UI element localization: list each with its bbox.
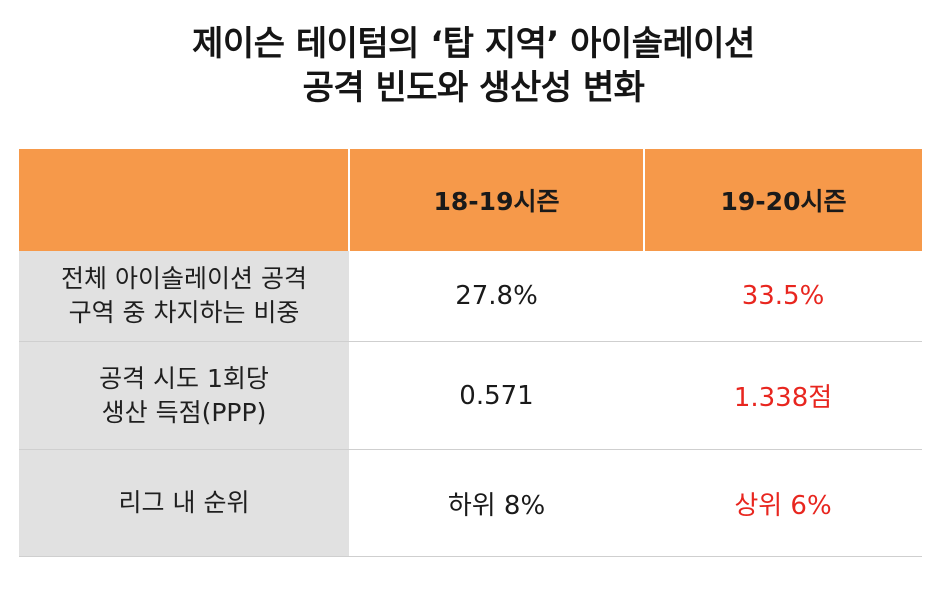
row-label-line-1: 전체 아이솔레이션 공격 bbox=[61, 264, 307, 293]
value-1920: 1.338점 bbox=[644, 341, 922, 450]
value-1920: 33.5% bbox=[644, 251, 922, 342]
value-1819: 하위 8% bbox=[349, 449, 644, 557]
table-header-row: 18-19시즌 19-20시즌 bbox=[19, 149, 922, 251]
row-label: 리그 내 순위 bbox=[19, 449, 349, 557]
row-label-line-1: 리그 내 순위 bbox=[118, 488, 250, 517]
row-label-line-2: 구역 중 차지하는 비중 bbox=[68, 298, 300, 327]
comparison-table: 18-19시즌 19-20시즌 전체 아이솔레이션 공격 구역 중 차지하는 비… bbox=[19, 149, 922, 557]
row-label-line-1: 공격 시도 1회당 bbox=[99, 363, 269, 393]
table-row-iso-share: 전체 아이솔레이션 공격 구역 중 차지하는 비중 27.8% 33.5% bbox=[19, 251, 922, 342]
row-label: 공격 시도 1회당 생산 득점(PPP) bbox=[19, 341, 349, 450]
value-1819: 27.8% bbox=[349, 251, 644, 342]
header-season-1819: 18-19시즌 bbox=[348, 149, 644, 251]
value-1819: 0.571 bbox=[349, 341, 644, 450]
title-line-1: 제이슨 테이텀의 ‘탑 지역’ 아이솔레이션 bbox=[192, 24, 755, 64]
page-title: 제이슨 테이텀의 ‘탑 지역’ 아이솔레이션 공격 빈도와 생산성 변화 bbox=[0, 22, 947, 110]
header-season-1920: 19-20시즌 bbox=[643, 149, 922, 251]
value-1920: 상위 6% bbox=[644, 449, 922, 557]
table-row-league-rank: 리그 내 순위 하위 8% 상위 6% bbox=[19, 449, 922, 557]
table-row-ppp: 공격 시도 1회당 생산 득점(PPP) 0.571 1.338점 bbox=[19, 341, 922, 450]
row-label: 전체 아이솔레이션 공격 구역 중 차지하는 비중 bbox=[19, 251, 349, 342]
header-empty-cell bbox=[19, 149, 349, 251]
row-label-line-2: 생산 득점(PPP) bbox=[101, 397, 267, 427]
title-line-2: 공격 빈도와 생산성 변화 bbox=[302, 68, 645, 108]
